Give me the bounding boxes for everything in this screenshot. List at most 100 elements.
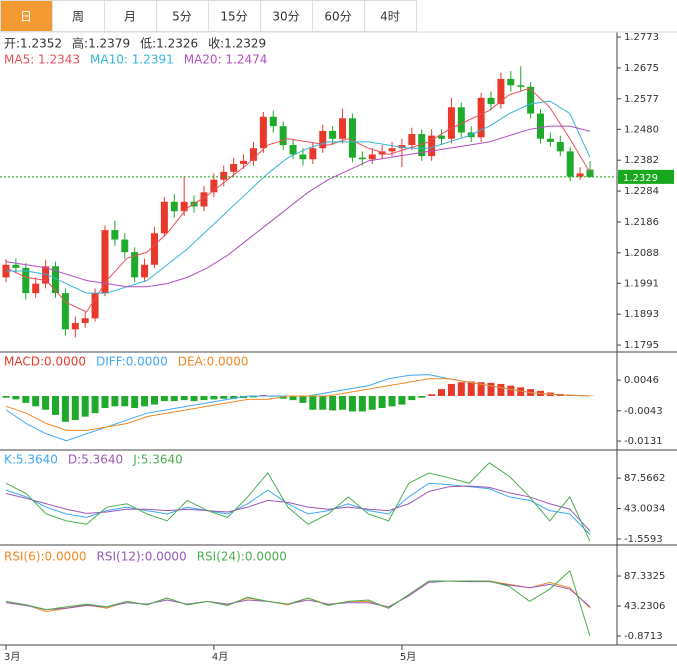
candle-body [299,154,307,160]
candle-body [101,230,109,294]
macd-bar [408,395,416,401]
y-tick-label: -1.5593 [624,534,663,545]
tab-label[interactable]: 日 [20,10,32,24]
tab[interactable] [208,0,261,32]
candle-body [319,130,327,149]
legend-item: RSI(6):0.0000 [4,550,87,564]
legend-item: 低:1.2326 [140,37,198,51]
macd-bar [101,395,109,409]
tab-label[interactable]: 月 [124,10,136,24]
x-tick-label: 4月 [212,651,228,663]
legend-item: MA5: 1.2343 [4,53,80,67]
y-tick-label: 1.2480 [624,124,659,135]
candle-body [556,141,564,152]
candle-body [249,148,257,161]
x-tick-label: 5月 [400,651,416,663]
macd-bar [428,394,436,396]
candle-body [121,239,129,253]
macd-bar [339,395,347,410]
macd-bar [190,395,198,402]
macd-bar [81,395,89,417]
legend-item: K:5.3640 [4,453,58,467]
macd-bar [378,395,386,409]
y-tick-label: -0.0043 [624,406,663,417]
tab-label[interactable]: 5分 [172,10,192,24]
candle-body [537,113,545,139]
indicator-line [5,125,591,288]
candle-body [180,201,188,212]
candle-body [71,323,79,330]
macd-bar [388,395,396,407]
macd-bar [121,395,129,407]
macd-bar [71,395,79,421]
legend-item: RSI(12):0.0000 [97,550,187,564]
macd-bar [299,395,307,403]
candle-body [259,116,267,149]
y-tick-label: 1.2773 [624,32,659,43]
macd-bar [141,395,149,407]
legend-item: DIFF:0.0000 [96,355,168,369]
macd-bar [131,395,139,409]
macd-bar [160,395,168,402]
candle-body [507,78,515,86]
y-tick-label: 43.2306 [624,601,665,612]
legend-item: MA10: 1.2391 [90,53,174,67]
macd-bar [249,395,257,398]
tab-label[interactable]: 60分 [324,10,351,24]
macd-bar [111,395,119,407]
macd-bar [32,395,40,407]
candle-body [230,163,238,172]
candle-body [309,148,317,160]
y-tick-label: 1.2284 [624,186,659,197]
candle-body [358,157,366,160]
candle-body [170,201,178,212]
tab[interactable] [364,0,417,32]
candle-body [61,293,69,330]
legend-item: MA20: 1.2474 [184,53,268,67]
macd-bar [12,395,20,400]
y-tick-label: 0.0046 [624,375,659,386]
y-tick-label: 43.0034 [624,504,665,515]
macd-bar [477,382,485,396]
legend-item: J:5.3640 [132,453,183,467]
candle-body [398,145,406,149]
legend-item: DEA:0.0000 [178,355,249,369]
last-price-label: 1.2329 [623,173,658,184]
candle-body [368,154,376,160]
macd-bar [279,395,287,399]
candle-body [42,266,50,284]
candle-body [428,135,436,157]
candle-body [546,138,554,142]
macd-bar [220,395,228,399]
indicator-line [5,462,591,542]
tab[interactable] [156,0,209,32]
macd-bar [210,395,218,400]
tab-label[interactable]: 15分 [220,10,247,24]
candle-body [566,151,574,177]
y-tick-label: -0.0131 [624,436,663,447]
tab-label[interactable]: 周 [72,10,84,24]
tab[interactable] [260,0,313,32]
macd-bar [51,395,59,415]
candle-body [339,118,347,139]
macd-bar [180,395,188,401]
macd-bar [150,395,158,405]
candle-body [527,86,535,114]
tab-label[interactable]: 4时 [380,10,400,24]
y-tick-label: 1.1795 [624,340,659,351]
candle-body [348,118,356,158]
macd-bar [200,395,208,401]
x-tick-label: 3月 [4,651,20,663]
tab[interactable] [312,0,365,32]
tab[interactable] [0,0,53,32]
indicator-line [6,100,591,294]
macd-bar [497,383,505,396]
indicator-line [5,569,591,637]
tab-label[interactable]: 30分 [272,10,299,24]
y-tick-label: 1.2675 [624,63,659,74]
y-tick-label: 87.3325 [624,571,665,582]
indicator-line [5,378,591,431]
candle-body [279,126,287,146]
